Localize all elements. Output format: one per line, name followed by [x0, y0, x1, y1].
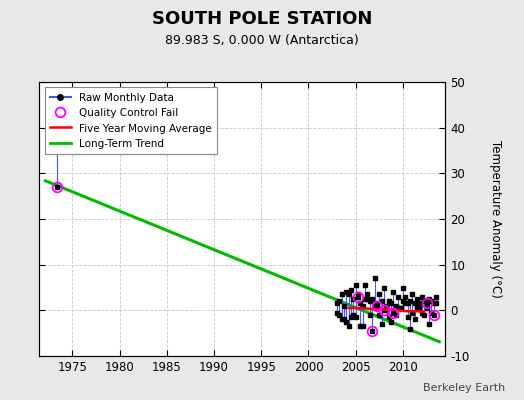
Text: SOUTH POLE STATION: SOUTH POLE STATION [152, 10, 372, 28]
Legend: Raw Monthly Data, Quality Control Fail, Five Year Moving Average, Long-Term Tren: Raw Monthly Data, Quality Control Fail, … [45, 87, 217, 154]
Y-axis label: Temperature Anomaly (°C): Temperature Anomaly (°C) [489, 140, 502, 298]
Text: 89.983 S, 0.000 W (Antarctica): 89.983 S, 0.000 W (Antarctica) [165, 34, 359, 47]
Text: Berkeley Earth: Berkeley Earth [423, 383, 506, 393]
